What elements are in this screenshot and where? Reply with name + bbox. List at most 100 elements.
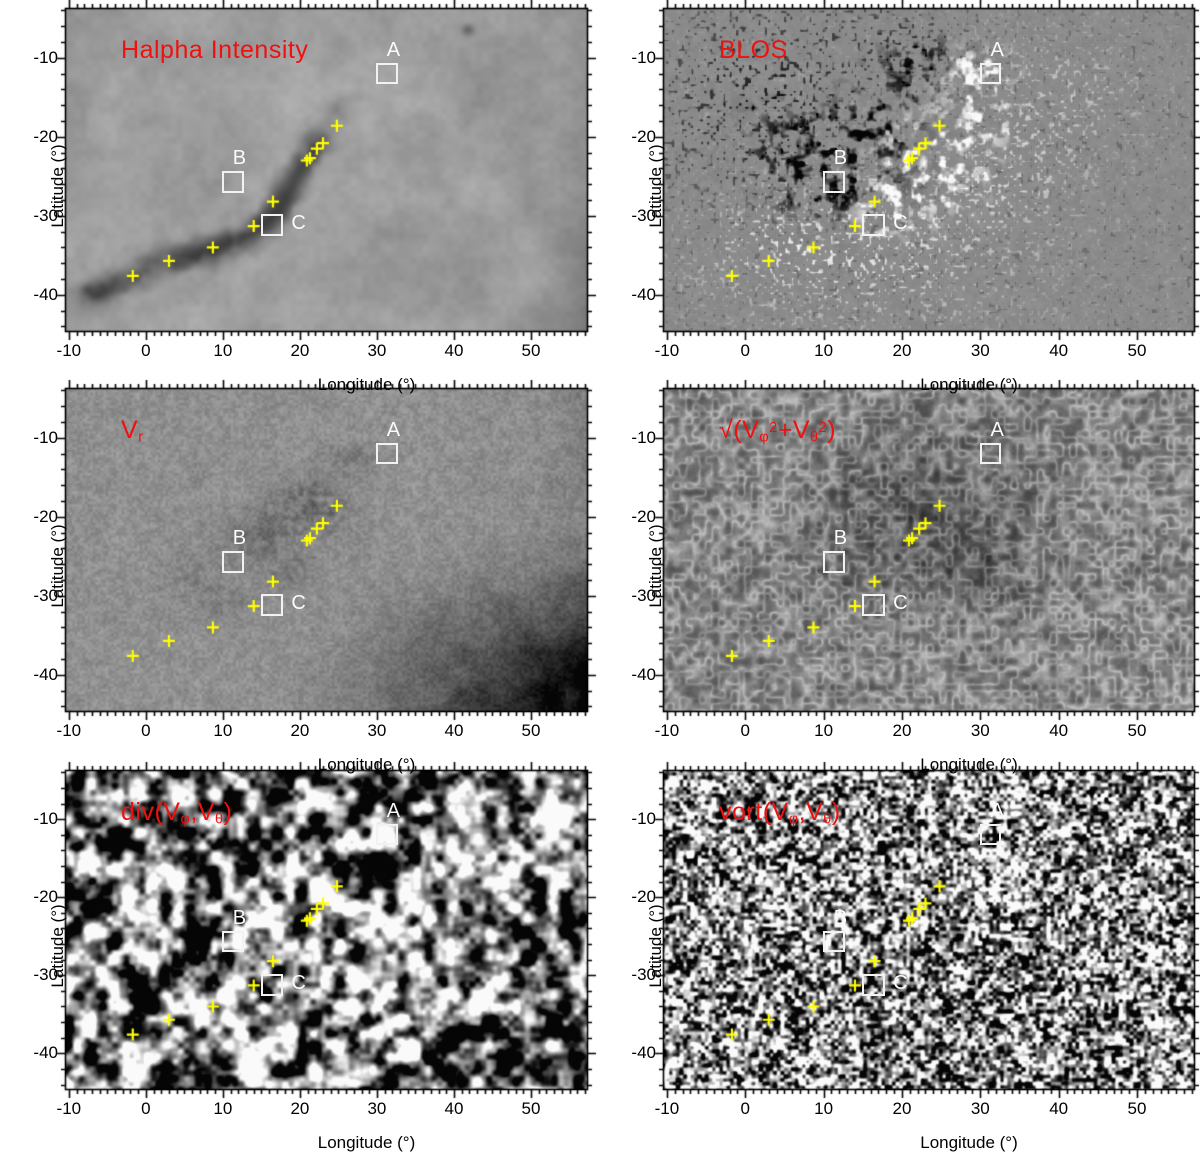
y-tick-label: -10	[33, 427, 58, 447]
x-axis-label: Longitude (°)	[920, 1133, 1018, 1152]
roi-box	[822, 931, 845, 953]
x-tick-label: 0	[141, 341, 151, 360]
roi-box-label: C	[291, 212, 306, 235]
vh-map-canvas	[663, 388, 1195, 712]
x-tick-label: -10	[654, 341, 680, 360]
roi-box-label: B	[232, 527, 247, 550]
vort-map-canvas	[663, 770, 1195, 1090]
x-tick-label: 20	[290, 1099, 310, 1118]
x-tick-label: 30	[970, 1099, 990, 1118]
x-tick-label: 0	[141, 1099, 151, 1118]
x-tick-label: 10	[213, 721, 233, 740]
x-tick-label: 40	[444, 721, 464, 740]
roi-box-label: A	[990, 800, 1004, 823]
x-tick-label: 0	[740, 721, 750, 740]
roi-box	[822, 171, 845, 193]
roi-box	[376, 824, 398, 846]
roi-box-label: B	[232, 907, 247, 930]
roi-box	[261, 594, 284, 617]
roi-box	[862, 214, 886, 237]
x-tick-label: 40	[1049, 721, 1069, 740]
y-tick-label: -40	[33, 664, 58, 684]
y-tick-label: -30	[33, 965, 58, 985]
x-axis-label: Longitude (°)	[317, 1133, 416, 1152]
x-tick-label: 20	[290, 721, 310, 740]
roi-box-label: C	[291, 592, 306, 615]
x-tick-label: 10	[814, 1099, 834, 1118]
x-tick-label: 30	[367, 1099, 387, 1118]
y-tick-label: -20	[631, 506, 656, 526]
y-tick-label: -30	[631, 585, 656, 605]
x-tick-label: 50	[521, 721, 541, 740]
roi-box	[979, 442, 1002, 465]
x-tick-label: -10	[56, 721, 82, 740]
roi-box-label: A	[990, 418, 1004, 441]
x-tick-label: 50	[521, 1099, 541, 1118]
x-tick-label: 40	[1049, 1099, 1069, 1118]
x-tick-label: 20	[892, 721, 912, 740]
y-tick-label: -10	[631, 427, 656, 447]
x-tick-label: 10	[814, 341, 834, 360]
roi-box	[822, 551, 845, 573]
blos-map-canvas	[663, 8, 1195, 332]
roi-box	[862, 594, 886, 617]
roi-box-label: A	[386, 800, 401, 823]
x-tick-label: 30	[367, 341, 387, 360]
roi-box	[376, 62, 398, 85]
x-tick-label: 50	[521, 341, 541, 360]
x-tick-label: 50	[1127, 1099, 1147, 1118]
y-tick-label: -40	[631, 284, 656, 304]
roi-box	[261, 973, 284, 996]
x-tick-label: 40	[444, 341, 464, 360]
y-tick-label: -30	[631, 205, 656, 225]
x-tick-label: 20	[892, 1099, 912, 1118]
roi-box-label: B	[833, 527, 848, 550]
x-tick-label: -10	[654, 1099, 680, 1118]
vr-map-canvas	[65, 388, 588, 712]
x-tick-label: 20	[290, 341, 310, 360]
x-tick-label: 30	[367, 721, 387, 740]
roi-box	[862, 973, 886, 996]
roi-box-label: B	[833, 147, 848, 170]
roi-box	[979, 62, 1002, 85]
roi-box	[222, 171, 244, 193]
x-tick-label: 50	[1127, 341, 1147, 360]
x-tick-label: 10	[213, 1099, 233, 1118]
x-tick-label: 40	[1049, 341, 1069, 360]
y-tick-label: -30	[33, 205, 58, 225]
roi-box-label: B	[833, 907, 848, 930]
y-tick-label: -40	[631, 1043, 656, 1063]
roi-box	[222, 551, 244, 573]
roi-box-label: C	[893, 212, 908, 235]
y-tick-label: -10	[631, 809, 656, 829]
y-tick-label: -30	[631, 965, 656, 985]
x-tick-label: 30	[970, 721, 990, 740]
roi-box	[376, 442, 398, 465]
x-tick-label: -10	[654, 721, 680, 740]
roi-box-label: C	[893, 971, 908, 994]
y-tick-label: -10	[33, 809, 58, 829]
div-map-canvas	[65, 770, 588, 1090]
roi-box-label: B	[232, 147, 247, 170]
roi-box	[261, 214, 284, 237]
roi-box	[222, 931, 244, 953]
x-tick-label: -10	[56, 341, 82, 360]
roi-box	[979, 824, 1002, 846]
y-tick-label: -20	[33, 887, 58, 907]
y-tick-label: -40	[33, 1043, 58, 1063]
halpha-map-canvas	[65, 8, 588, 332]
x-tick-label: 10	[814, 721, 834, 740]
roi-box-label: A	[386, 418, 401, 441]
y-tick-label: -30	[33, 585, 58, 605]
y-tick-label: -20	[631, 887, 656, 907]
x-tick-label: 20	[892, 341, 912, 360]
x-tick-label: 30	[970, 341, 990, 360]
x-tick-label: 50	[1127, 721, 1147, 740]
y-tick-label: -20	[33, 126, 58, 146]
roi-box-label: C	[291, 971, 306, 994]
roi-box-label: A	[386, 38, 401, 61]
x-tick-label: 10	[213, 341, 233, 360]
y-tick-label: -10	[33, 47, 58, 67]
y-tick-label: -10	[631, 47, 656, 67]
